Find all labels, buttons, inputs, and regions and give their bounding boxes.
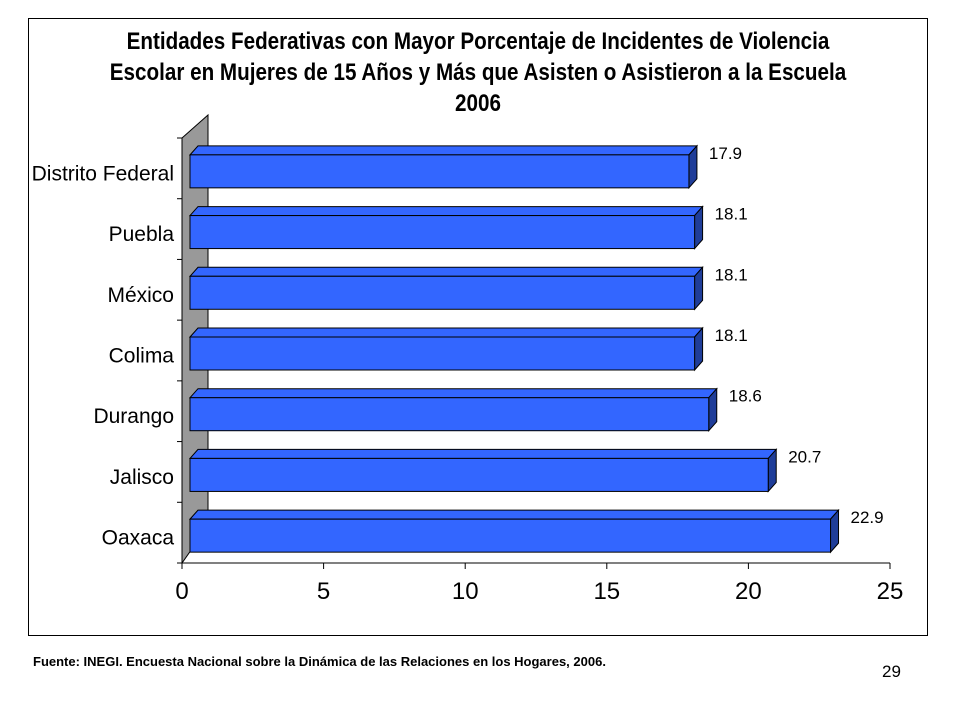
- bar: [189, 275, 696, 310]
- category-label: Puebla: [109, 223, 175, 246]
- bar-top-face: [188, 206, 704, 217]
- chart-title-line-2: Escolar en Mujeres de 15 Años y Más que …: [109, 59, 847, 86]
- category-label: México: [107, 284, 174, 307]
- bar: [189, 457, 769, 492]
- chart-title: Entidades Federativas con Mayor Porcenta…: [91, 26, 865, 119]
- bar-top-face: [188, 145, 699, 156]
- data-label: 17.9: [709, 144, 742, 163]
- data-label: 22.9: [851, 508, 884, 527]
- chart-title-line-1: Entidades Federativas con Mayor Porcenta…: [126, 28, 830, 55]
- category-label: Jalisco: [110, 466, 174, 489]
- category-label: Distrito Federal: [32, 162, 174, 185]
- data-label: 18.6: [729, 387, 762, 406]
- data-label: 18.1: [715, 265, 748, 284]
- chart-frame: [28, 18, 928, 636]
- x-tick-label: 25: [877, 578, 904, 605]
- x-tick-label: 0: [175, 578, 188, 605]
- source-note: Fuente: INEGI. Encuesta Nacional sobre l…: [33, 654, 606, 669]
- bar-top-face: [188, 266, 704, 277]
- x-tick-label: 15: [593, 578, 620, 605]
- bar: [189, 154, 690, 189]
- category-label: Oaxaca: [102, 527, 175, 550]
- bar-top-face: [188, 327, 704, 338]
- page-number: 29: [882, 662, 901, 681]
- bar: [189, 518, 832, 553]
- bar-top-face: [188, 509, 840, 520]
- bar-top-face: [188, 448, 778, 459]
- x-tick-label: 20: [735, 578, 762, 605]
- x-tick-label: 5: [317, 578, 330, 605]
- bar: [189, 215, 696, 250]
- category-label: Durango: [93, 405, 174, 428]
- category-label: Colima: [109, 345, 175, 368]
- chart-title-line-3: 2006: [455, 90, 501, 117]
- bar-top-face: [188, 388, 718, 399]
- bar: [189, 336, 696, 371]
- data-label: 18.1: [715, 205, 748, 224]
- data-label: 18.1: [715, 326, 748, 345]
- data-label: 20.7: [788, 447, 821, 466]
- bar: [189, 397, 710, 432]
- x-tick-label: 10: [452, 578, 479, 605]
